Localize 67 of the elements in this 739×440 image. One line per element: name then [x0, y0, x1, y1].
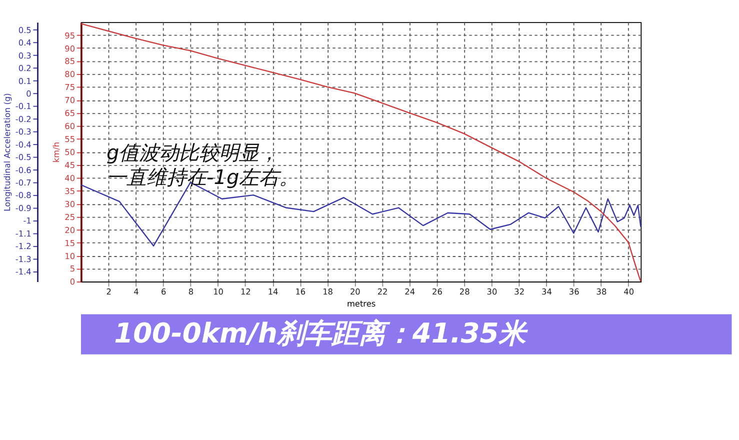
annotation: 一直维持在-1g左右。 — [106, 165, 300, 190]
y2-tick-label: 70 — [64, 95, 76, 106]
y-tick-label: -1.2 — [15, 241, 32, 252]
x-tick-label: 24 — [404, 286, 416, 297]
x-tick-label: 30 — [486, 286, 498, 297]
y-tick-label: -1.1 — [15, 228, 32, 238]
y2-axis-title: km/h — [51, 142, 62, 163]
x-tick-label: 10 — [213, 286, 224, 297]
x-tick-label: 4 — [134, 286, 139, 297]
y2-tick-label: 15 — [64, 238, 76, 248]
y2-tick-label: 65 — [64, 108, 76, 118]
y2-tick-label: 40 — [64, 172, 76, 183]
x-tick-label: 12 — [240, 286, 251, 297]
annotation: g值波动比较明显， — [106, 140, 280, 165]
x-tick-label: 38 — [596, 286, 607, 297]
text: 100-0km/h刹车距离：41.35米 — [114, 318, 529, 350]
y-tick-label: 0.4 — [18, 38, 32, 48]
y-axis-title: Longitudinal Acceleration (g) — [2, 93, 12, 212]
x-tick-label: 20 — [350, 286, 360, 297]
y-tick-label: -0.4 — [15, 139, 32, 150]
y2-tick-label: 0 — [70, 276, 76, 287]
line-series — [80, 23, 642, 282]
x-tick-label: 32 — [514, 286, 525, 297]
x-tick-label: 26 — [432, 286, 442, 297]
y2-tick-label: 60 — [64, 121, 76, 132]
y-tick-label: -0.7 — [15, 178, 32, 188]
x-tick-label: 36 — [568, 286, 580, 297]
y-tick-label: 0.5 — [18, 24, 32, 35]
y2-tick-label: 35 — [64, 186, 76, 196]
y-tick-label: -0.6 — [15, 164, 32, 175]
x-tick-label: 16 — [295, 286, 306, 297]
y2-tick-label: 10 — [64, 250, 76, 261]
y2-tick-label: 50 — [64, 147, 76, 158]
y2-tick-label: 25 — [64, 212, 76, 222]
y-tick-label: -0.9 — [15, 202, 32, 213]
y-tick-label: -0.8 — [15, 190, 32, 200]
y2-tick-label: 80 — [64, 69, 76, 80]
y-tick-label: 0.1 — [18, 76, 32, 86]
x-tick-label: 28 — [459, 286, 470, 297]
y-tick-label: -0.5 — [15, 152, 32, 162]
y2-tick-label: 5 — [70, 264, 76, 274]
y-tick-label: 0.2 — [18, 63, 32, 74]
y2-tick-label: 95 — [64, 30, 76, 40]
x-tick-label: 14 — [268, 286, 278, 297]
y-tick-label: -1.4 — [15, 266, 32, 277]
x-tick-label: 18 — [322, 286, 333, 297]
x-tick-label: 40 — [624, 286, 634, 297]
x-tick-label: 6 — [160, 286, 166, 297]
x-tick-label: 8 — [188, 286, 194, 297]
x-axis-title: metres — [346, 298, 376, 309]
y-tick-label: 0 — [26, 88, 32, 99]
y2-tick-label: 85 — [64, 56, 76, 66]
y2-tick-label: 20 — [64, 224, 76, 235]
y-tick-label: 0.3 — [18, 50, 32, 60]
x-tick-label: 2 — [106, 286, 112, 297]
y-tick-label: -1 — [23, 216, 32, 226]
y2-tick-label: 90 — [64, 43, 76, 54]
y2-tick-label: 45 — [64, 160, 76, 170]
y-tick-label: -1.3 — [15, 254, 32, 264]
y-tick-label: -0.2 — [15, 114, 32, 124]
y-tick-label: -0.3 — [15, 126, 32, 137]
x-tick-label: 22 — [377, 286, 388, 297]
x-tick-label: 34 — [542, 286, 552, 297]
y-tick-label: -0.1 — [15, 101, 32, 112]
y2-tick-label: 55 — [64, 134, 76, 144]
y2-tick-label: 30 — [64, 198, 76, 209]
y2-tick-label: 75 — [64, 82, 76, 92]
